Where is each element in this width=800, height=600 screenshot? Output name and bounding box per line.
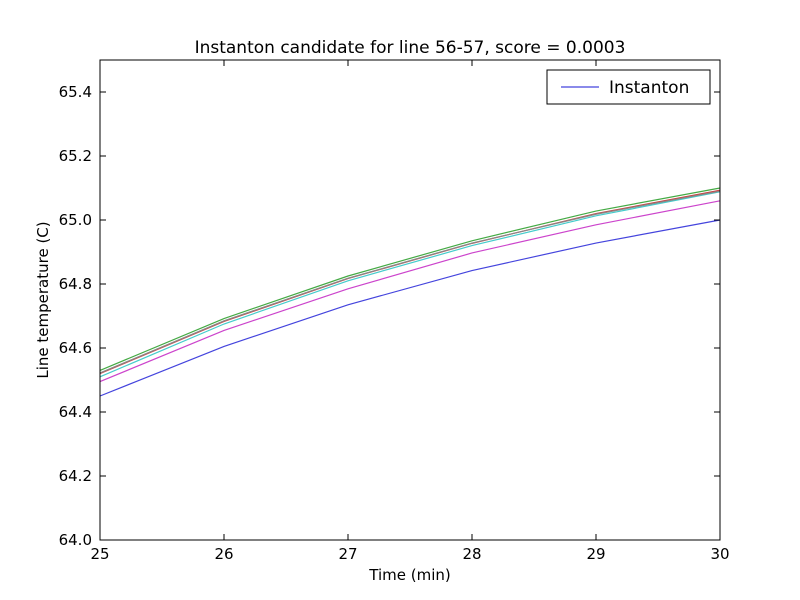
chart-title: Instanton candidate for line 56-57, scor…: [195, 38, 626, 58]
y-tick-label: 64.4: [59, 403, 92, 421]
y-tick-label: 65.0: [59, 211, 92, 229]
y-tick-label: 64.8: [59, 275, 92, 293]
series-line-2: [99, 200, 721, 383]
series-line-6: [99, 187, 721, 371]
y-tick-label: 64.6: [59, 339, 92, 357]
legend-label-instanton: Instanton: [609, 78, 689, 98]
x-tick-label: 27: [338, 545, 357, 563]
x-axis-label: Time (min): [368, 566, 450, 584]
series-layer: [99, 187, 721, 397]
x-tick-label: 25: [90, 545, 109, 563]
series-line-5: [99, 190, 721, 374]
y-tick-label: 65.2: [59, 147, 92, 165]
x-tick-label: 30: [710, 545, 729, 563]
plot-frame: [99, 59, 721, 541]
x-tick-label: 29: [586, 545, 605, 563]
legend: Instanton: [546, 69, 711, 105]
y-tick-label: 64.0: [59, 531, 92, 549]
x-tick-label: 26: [214, 545, 233, 563]
y-tick-label: 65.4: [59, 83, 92, 101]
y-axis-label: Line temperature (C): [34, 221, 52, 378]
x-tick-label: 28: [462, 545, 481, 563]
series-line-3: [99, 191, 721, 378]
y-tick-label: 64.2: [59, 467, 92, 485]
series-line-1: [99, 219, 721, 397]
ticks-layer: 25 26 27 28 29 30 64.0 64.2 64.4 64.6 64.8 65.0 65.2…: [59, 60, 730, 563]
legend-box: [546, 69, 711, 105]
